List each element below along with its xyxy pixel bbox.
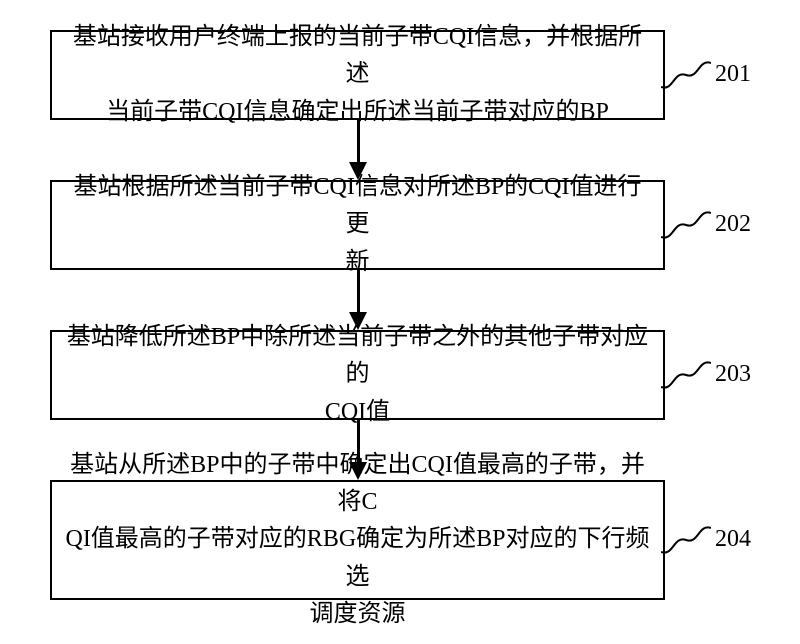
edge-n3-n4	[357, 420, 360, 462]
flow-node-n1: 基站接收用户终端上报的当前子带CQI信息，并根据所述 当前子带CQI信息确定出所…	[50, 30, 665, 120]
flow-node-n2: 基站根据所述当前子带CQI信息对所述BP的CQI值进行更 新	[50, 180, 665, 270]
edge-n1-n2	[357, 120, 360, 162]
edge-n2-n3	[357, 270, 360, 312]
brace-connector	[661, 525, 711, 555]
brace-connector	[661, 210, 711, 240]
flow-node-n3: 基站降低所述BP中除所述当前子带之外的其他子带对应的 CQI值	[50, 330, 665, 420]
arrowhead-icon	[349, 162, 367, 180]
flow-node-n4: 基站从所述BP中的子带中确定出CQI值最高的子带，并将C QI值最高的子带对应的…	[50, 480, 665, 600]
step-label-204: 204	[715, 526, 751, 553]
brace-connector	[661, 360, 711, 390]
flow-node-text: 基站根据所述当前子带CQI信息对所述BP的CQI值进行更 新	[62, 169, 653, 281]
step-label-202: 202	[715, 211, 751, 238]
brace-connector	[661, 60, 711, 90]
step-label-201: 201	[715, 61, 751, 88]
flowchart-canvas: 基站接收用户终端上报的当前子带CQI信息，并根据所述 当前子带CQI信息确定出所…	[0, 0, 800, 644]
arrowhead-icon	[349, 312, 367, 330]
flow-node-text: 基站降低所述BP中除所述当前子带之外的其他子带对应的 CQI值	[62, 319, 653, 431]
arrowhead-icon	[349, 462, 367, 480]
step-label-203: 203	[715, 361, 751, 388]
flow-node-text: 基站接收用户终端上报的当前子带CQI信息，并根据所述 当前子带CQI信息确定出所…	[62, 19, 653, 131]
